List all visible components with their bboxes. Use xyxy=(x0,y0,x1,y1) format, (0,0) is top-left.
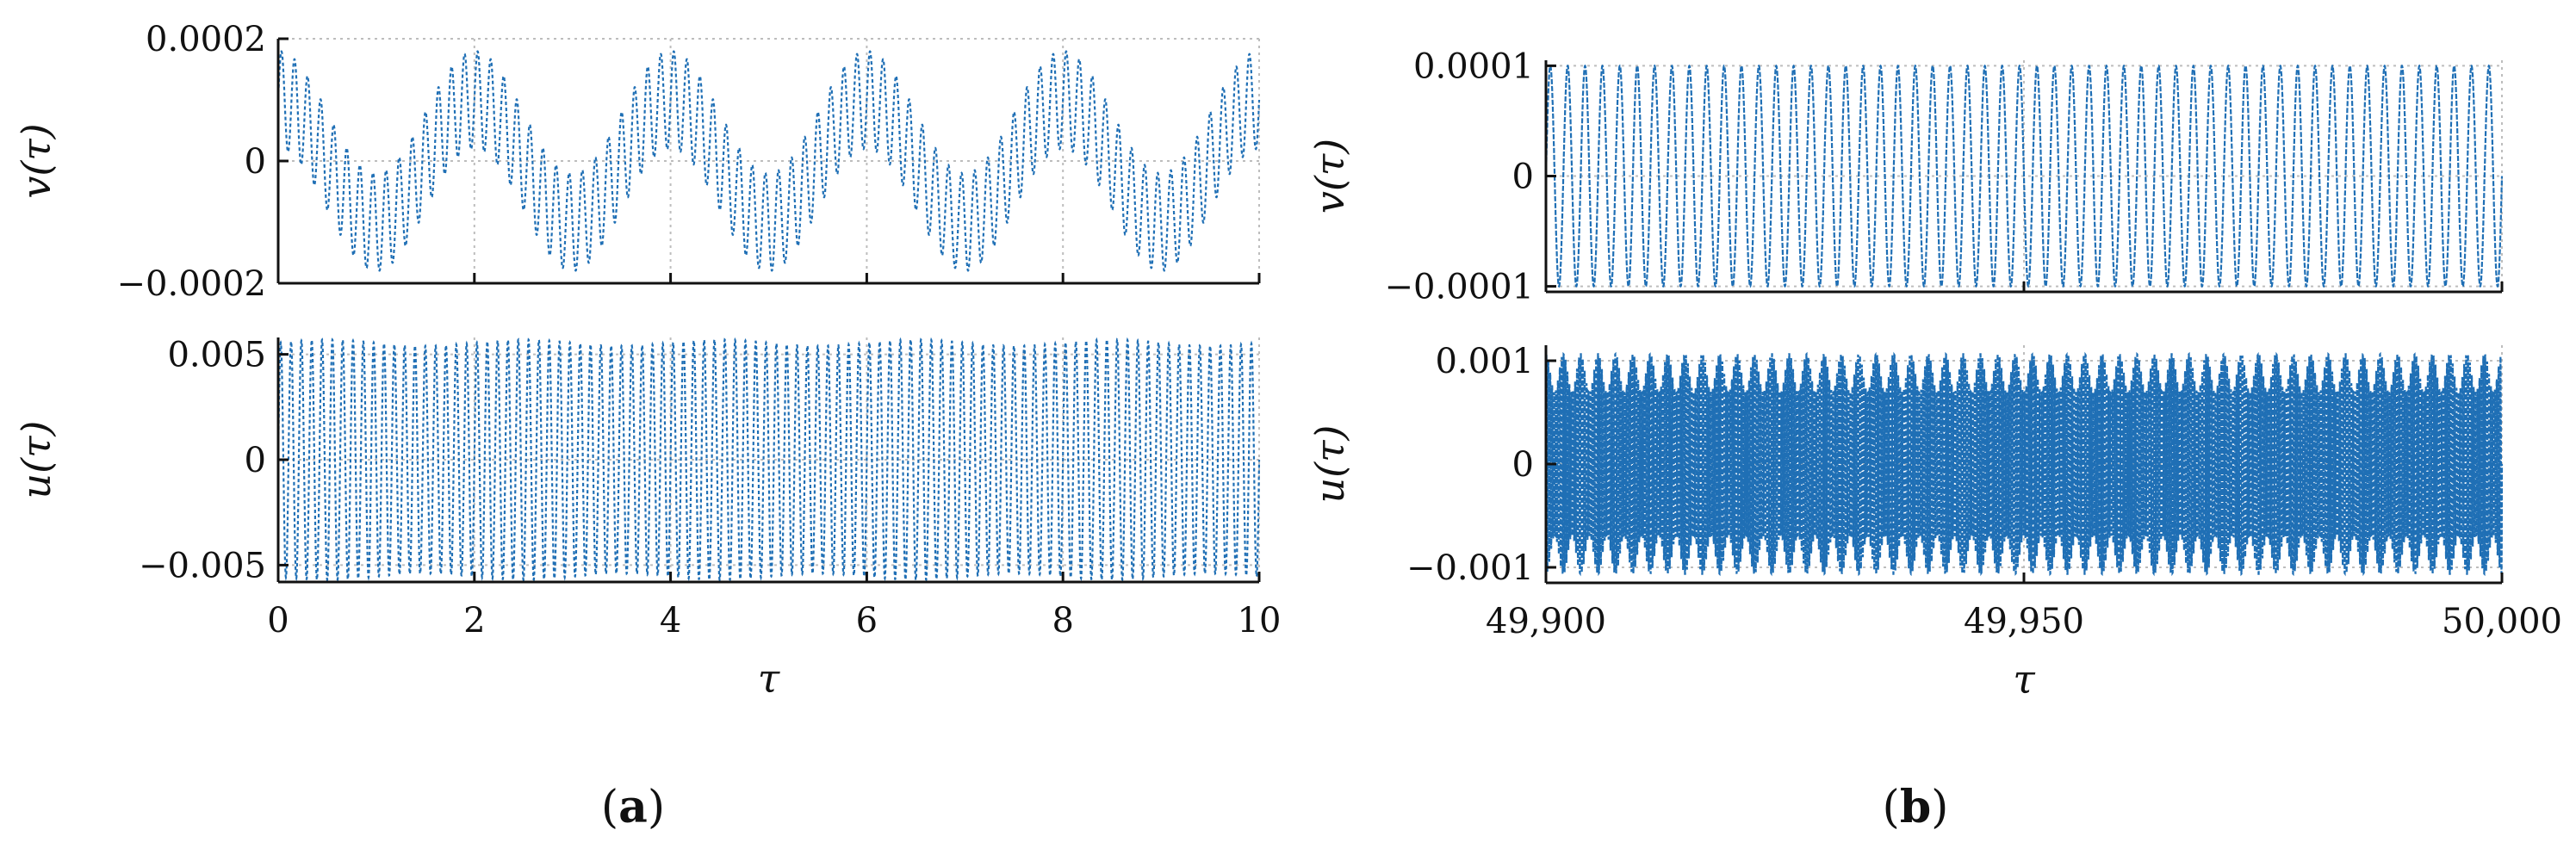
x-tick-label: 49,900 xyxy=(1486,602,1606,641)
y-tick-label: 0.0001 xyxy=(1413,46,1534,86)
x-axis-label: τ xyxy=(758,655,781,702)
y-tick-label: −0.0001 xyxy=(1385,268,1534,307)
x-tick-label: 49,950 xyxy=(1964,602,2084,641)
y-tick-label: −0.001 xyxy=(1406,548,1534,588)
series-line xyxy=(276,337,1261,583)
x-tick-label: 6 xyxy=(856,601,878,641)
panel-label-b: (b) xyxy=(1883,781,1949,833)
y-tick-label: 0.005 xyxy=(167,336,266,375)
x-tick-label: 8 xyxy=(1052,601,1073,641)
subplot-a-top: −0.0002 0 0.0002 v(τ) xyxy=(13,20,1261,304)
x-axis-label: τ xyxy=(2013,656,2036,703)
y-axis-label: u(τ) xyxy=(1307,425,1353,504)
x-tick-label: 0 xyxy=(267,601,289,641)
y-tick-label: −0.0002 xyxy=(117,264,266,304)
subplot-b-top: −0.0001 0 0.0001 v(τ) xyxy=(1307,46,2504,307)
y-axis-label: v(τ) xyxy=(13,123,59,198)
y-tick-label: 0 xyxy=(245,441,266,480)
y-tick-label: 0.0002 xyxy=(146,20,266,59)
series-line xyxy=(1544,351,2504,577)
panel-label-a: (a) xyxy=(601,781,665,833)
y-tick-label: 0 xyxy=(1512,158,1534,197)
y-axis-label: u(τ) xyxy=(13,421,59,499)
y-tick-label: 0 xyxy=(245,142,266,182)
series-line xyxy=(1544,64,2504,288)
y-tick-label: −0.005 xyxy=(139,546,266,585)
y-tick-label: 0.001 xyxy=(1435,342,1534,381)
x-tick-label: 10 xyxy=(1238,601,1282,641)
series-line xyxy=(276,50,1261,272)
y-tick-label: 0 xyxy=(1512,445,1534,485)
x-tick-label: 2 xyxy=(463,601,485,641)
y-axis-label: v(τ) xyxy=(1307,139,1353,214)
x-tick-label: 50,000 xyxy=(2442,602,2562,641)
subplot-b-bottom: −0.001 0 0.001 49,900 49,950 50,000 u(τ) τ xyxy=(1307,342,2562,703)
x-tick-label: 4 xyxy=(660,601,681,641)
